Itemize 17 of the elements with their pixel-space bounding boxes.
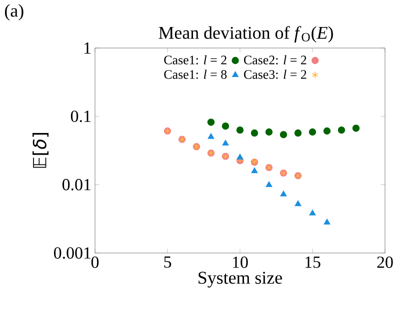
x-tick-label: 20 <box>377 256 393 268</box>
legend-label: Case3: l = 2 <box>244 70 306 79</box>
y-tick-label: 0.01 <box>62 178 90 190</box>
x-tick-label: 15 <box>306 256 320 268</box>
text: (a) <box>4 4 24 20</box>
legend-label: Case2: l = 2 <box>244 55 306 64</box>
x-tick-label: 5 <box>164 256 172 268</box>
x-tick-label: 0 <box>91 256 99 268</box>
y-axis-title: 𝔼[δ] <box>32 133 49 168</box>
chart-title: Mean deviation of f$_{O}$(E) <box>158 26 333 43</box>
y-tick-label: 0.1 <box>70 110 90 122</box>
x-tick-label: 10 <box>233 256 248 268</box>
y-tick-label: 1 <box>84 42 90 54</box>
x-axis-title: System size <box>198 272 282 288</box>
legend-label: Case1: l = 8 <box>164 70 227 79</box>
legend-label: Case1: l = 2 <box>164 55 226 64</box>
y-tick-label: 0.001 <box>54 247 90 259</box>
